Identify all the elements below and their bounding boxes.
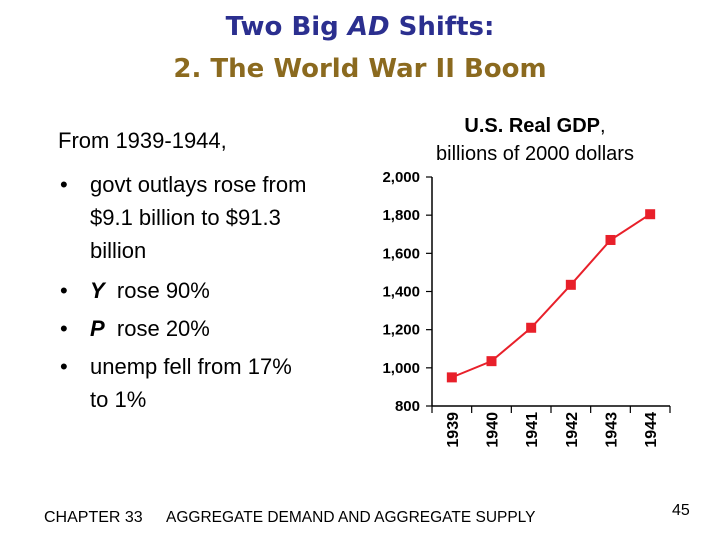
gdp-data-point [486,356,497,367]
gdp-data-point [526,322,537,333]
bullet-dot-icon: • [60,354,68,379]
slide-subtitle: 2. The World War II Boom [173,54,547,84]
title-prefix: Two Big [225,12,348,42]
gdp-data-point [645,209,656,220]
footer-chapter: CHAPTER 33 [44,509,143,526]
x-tick-label: 1942 [564,412,581,448]
gdp-series-line [451,213,651,379]
x-tick-label: 1941 [524,412,541,448]
bullet-dot-icon: • [60,172,68,197]
bullet-var-y: Y [90,278,105,303]
bullet-output: • Y rose 90% [60,274,310,307]
bullet-dot-icon: • [60,316,68,341]
bullet-price-level: • P rose 20% [60,312,310,345]
bullet-unemployment: • unemp fell from 17% to 1% [60,350,310,416]
slide-title: Two Big AD Shifts: [0,12,720,42]
y-tick-label: 1,000 [382,360,420,377]
page-number: 45 [672,502,690,519]
title-ad: AD [347,12,390,42]
y-tick-label: 2,000 [382,169,420,186]
footer-chapter-name: AGGREGATE DEMAND AND AGGREGATE SUPPLY [166,509,536,526]
y-tick-label: 1,800 [382,207,420,224]
title-suffix: Shifts: [389,12,495,42]
y-tick-label: 1,200 [382,322,420,339]
y-tick-label: 800 [395,398,420,415]
chart-title-units: billions of 2000 dollars [436,143,634,165]
y-tick-label: 1,600 [382,245,420,262]
bullet-text: rose 20% [104,316,210,341]
bullet-var-p: P [90,316,105,341]
gdp-data-point [446,372,457,383]
bullet-list: • govt outlays rose from $9.1 billion to … [60,168,310,416]
y-tick-label: 1,400 [382,284,420,301]
gdp-data-point [605,234,616,245]
x-tick-label: 1944 [643,412,660,448]
chart-title: U.S. Real GDP, billions of 2000 dollars [400,112,670,168]
bullet-govt-outlays: • govt outlays rose from $9.1 billion to … [60,168,310,267]
x-tick-label: 1940 [485,412,502,448]
bullet-dot-icon: • [60,278,68,303]
bullet-text: unemp fell from 17% to 1% [90,354,292,412]
x-tick-label: 1943 [604,412,621,448]
bullet-text: rose 90% [104,278,210,303]
gdp-line-chart: 2,000 1,800 1,600 1,400 1,200 1,000 800 1939 194… [382,169,671,448]
chart-title-main: U.S. Real GDP [464,115,601,137]
x-tick-label: 1939 [445,412,462,448]
intro-text: From 1939-1944, [58,128,227,153]
bullet-text: govt outlays rose from $9.1 billion to $… [90,172,307,263]
gdp-data-point [565,279,576,290]
chart-title-comma: , [600,115,606,137]
